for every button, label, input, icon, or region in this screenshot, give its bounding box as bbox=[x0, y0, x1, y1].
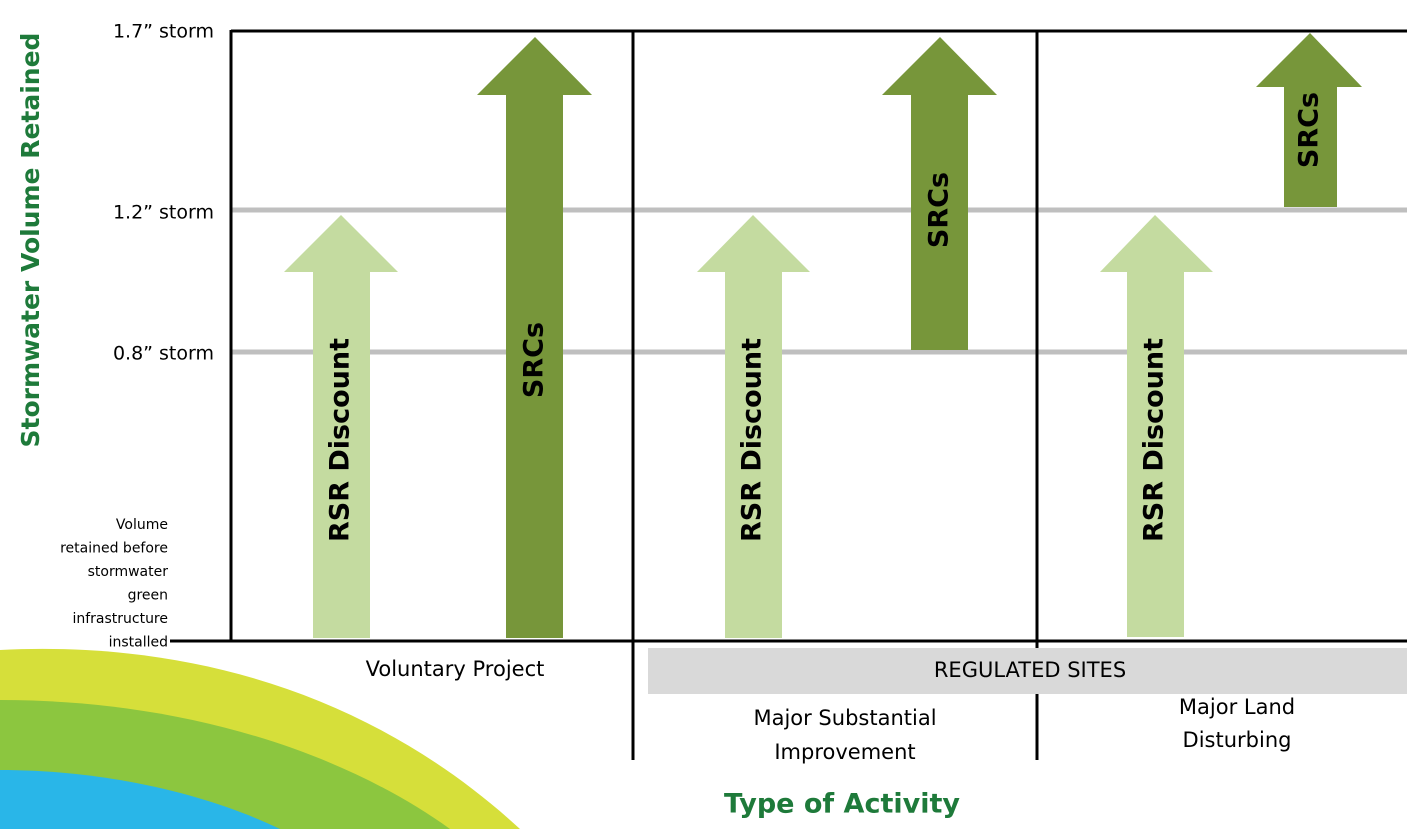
swoosh-blue bbox=[0, 770, 280, 829]
base-label: installed bbox=[109, 635, 168, 651]
column-label: Improvement bbox=[774, 740, 915, 764]
level-label: 1.2” storm bbox=[113, 202, 214, 224]
arrow-rsr bbox=[1100, 215, 1213, 637]
column-label: Major Substantial bbox=[753, 706, 936, 730]
column-label: REGULATED SITES bbox=[934, 658, 1126, 682]
arrow-label: RSR Discount bbox=[737, 338, 768, 542]
column-label: Disturbing bbox=[1183, 728, 1292, 752]
base-label: stormwater bbox=[88, 564, 169, 580]
base-label: infrastructure bbox=[72, 611, 168, 627]
base-label: retained before bbox=[60, 541, 168, 557]
decoration bbox=[0, 648, 520, 829]
y-axis-title: Stormwater Volume Retained bbox=[16, 33, 45, 448]
arrow-label: RSR Discount bbox=[1139, 338, 1170, 542]
column-label: Voluntary Project bbox=[366, 657, 545, 681]
regulated-band bbox=[648, 648, 1407, 694]
arrow-label: RSR Discount bbox=[325, 338, 356, 542]
x-axis-title: Type of Activity bbox=[724, 789, 960, 820]
arrow-label: SRCs bbox=[1294, 92, 1325, 168]
arrow-rsr bbox=[697, 215, 810, 638]
arrow-src bbox=[1256, 33, 1362, 207]
base-label: green bbox=[128, 588, 168, 604]
column-label: Major Land bbox=[1179, 695, 1295, 719]
arrow-label: SRCs bbox=[924, 172, 955, 248]
arrow-src bbox=[477, 37, 592, 638]
arrow-src bbox=[882, 37, 997, 350]
level-label: 0.8” storm bbox=[113, 343, 214, 365]
arrow-label: SRCs bbox=[519, 322, 550, 398]
level-label: 1.7” storm bbox=[113, 21, 214, 43]
arrow-rsr bbox=[284, 215, 398, 638]
base-label: Volume bbox=[116, 517, 168, 533]
